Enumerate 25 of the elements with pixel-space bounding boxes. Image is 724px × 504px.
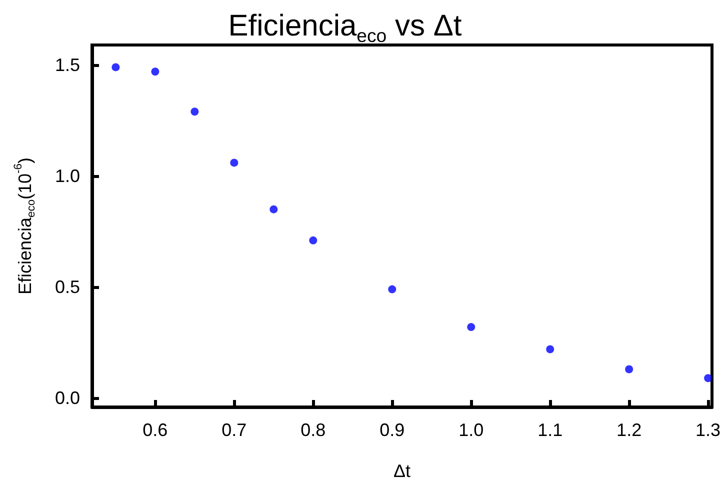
point [309,236,318,244]
point [467,323,476,332]
x-tick-label: 1.3 [696,420,721,440]
x-tick-label: 0.8 [300,420,326,440]
point [546,345,554,354]
y-tick-label: 0.5 [54,277,80,298]
x-tick-label: 0.7 [222,420,247,440]
x-tick-label: 1.0 [458,420,484,440]
point [151,68,160,76]
point [190,108,199,116]
x-tick-label: 1.2 [616,420,642,440]
y-axis-title: Eficienciaeco(10-6) [12,158,38,294]
y-tick-label: 0.0 [54,388,80,408]
x-tick-label: 0.9 [380,420,405,440]
point [112,63,120,72]
point [625,365,634,374]
y-tick-label: 1.0 [54,166,80,186]
point [704,374,712,382]
y-tick-label: 1.5 [54,54,80,75]
x-tick-label: 1.1 [538,420,563,440]
point [388,285,396,294]
point [230,158,238,167]
x-tick-label: 0.6 [142,420,168,440]
point [270,205,278,214]
x-axis-title: Δt [393,461,411,481]
